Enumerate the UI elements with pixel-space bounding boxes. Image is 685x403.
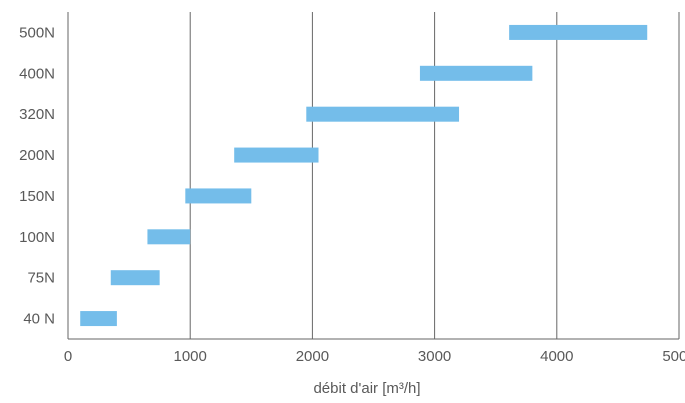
y-tick-label: 150N <box>19 188 55 205</box>
y-tick-label: 40 N <box>23 311 55 328</box>
x-tick-label: 0 <box>64 348 72 365</box>
y-tick-label: 100N <box>19 229 55 246</box>
y-tick-label: 320N <box>19 106 55 123</box>
y-tick-label: 200N <box>19 147 55 164</box>
bar-500n <box>509 24 648 40</box>
bar-200n <box>234 147 319 163</box>
bar-400n <box>419 65 533 81</box>
x-axis-title: débit d'air [m³/h] <box>313 380 420 397</box>
bar-100n <box>147 229 191 245</box>
y-tick-label: 400N <box>19 65 55 82</box>
x-tick-label: 3000 <box>418 348 451 365</box>
bars <box>80 24 648 327</box>
tick-labels: 0 1000 2000 3000 4000 5000 40 N 75N 100N 150N 200N… <box>19 24 685 365</box>
y-tick-label: 500N <box>19 24 55 41</box>
bar-75n <box>110 270 160 286</box>
x-tick-label: 4000 <box>540 348 573 365</box>
bar-320n <box>306 106 460 122</box>
axes <box>67 12 679 340</box>
x-tick-label: 1000 <box>174 348 207 365</box>
grid-lines <box>189 12 680 339</box>
x-tick-label: 5000 <box>662 348 685 365</box>
y-tick-label: 75N <box>27 270 55 287</box>
x-tick-label: 2000 <box>296 348 329 365</box>
bar-40n <box>80 311 117 327</box>
bar-150n <box>185 188 252 204</box>
